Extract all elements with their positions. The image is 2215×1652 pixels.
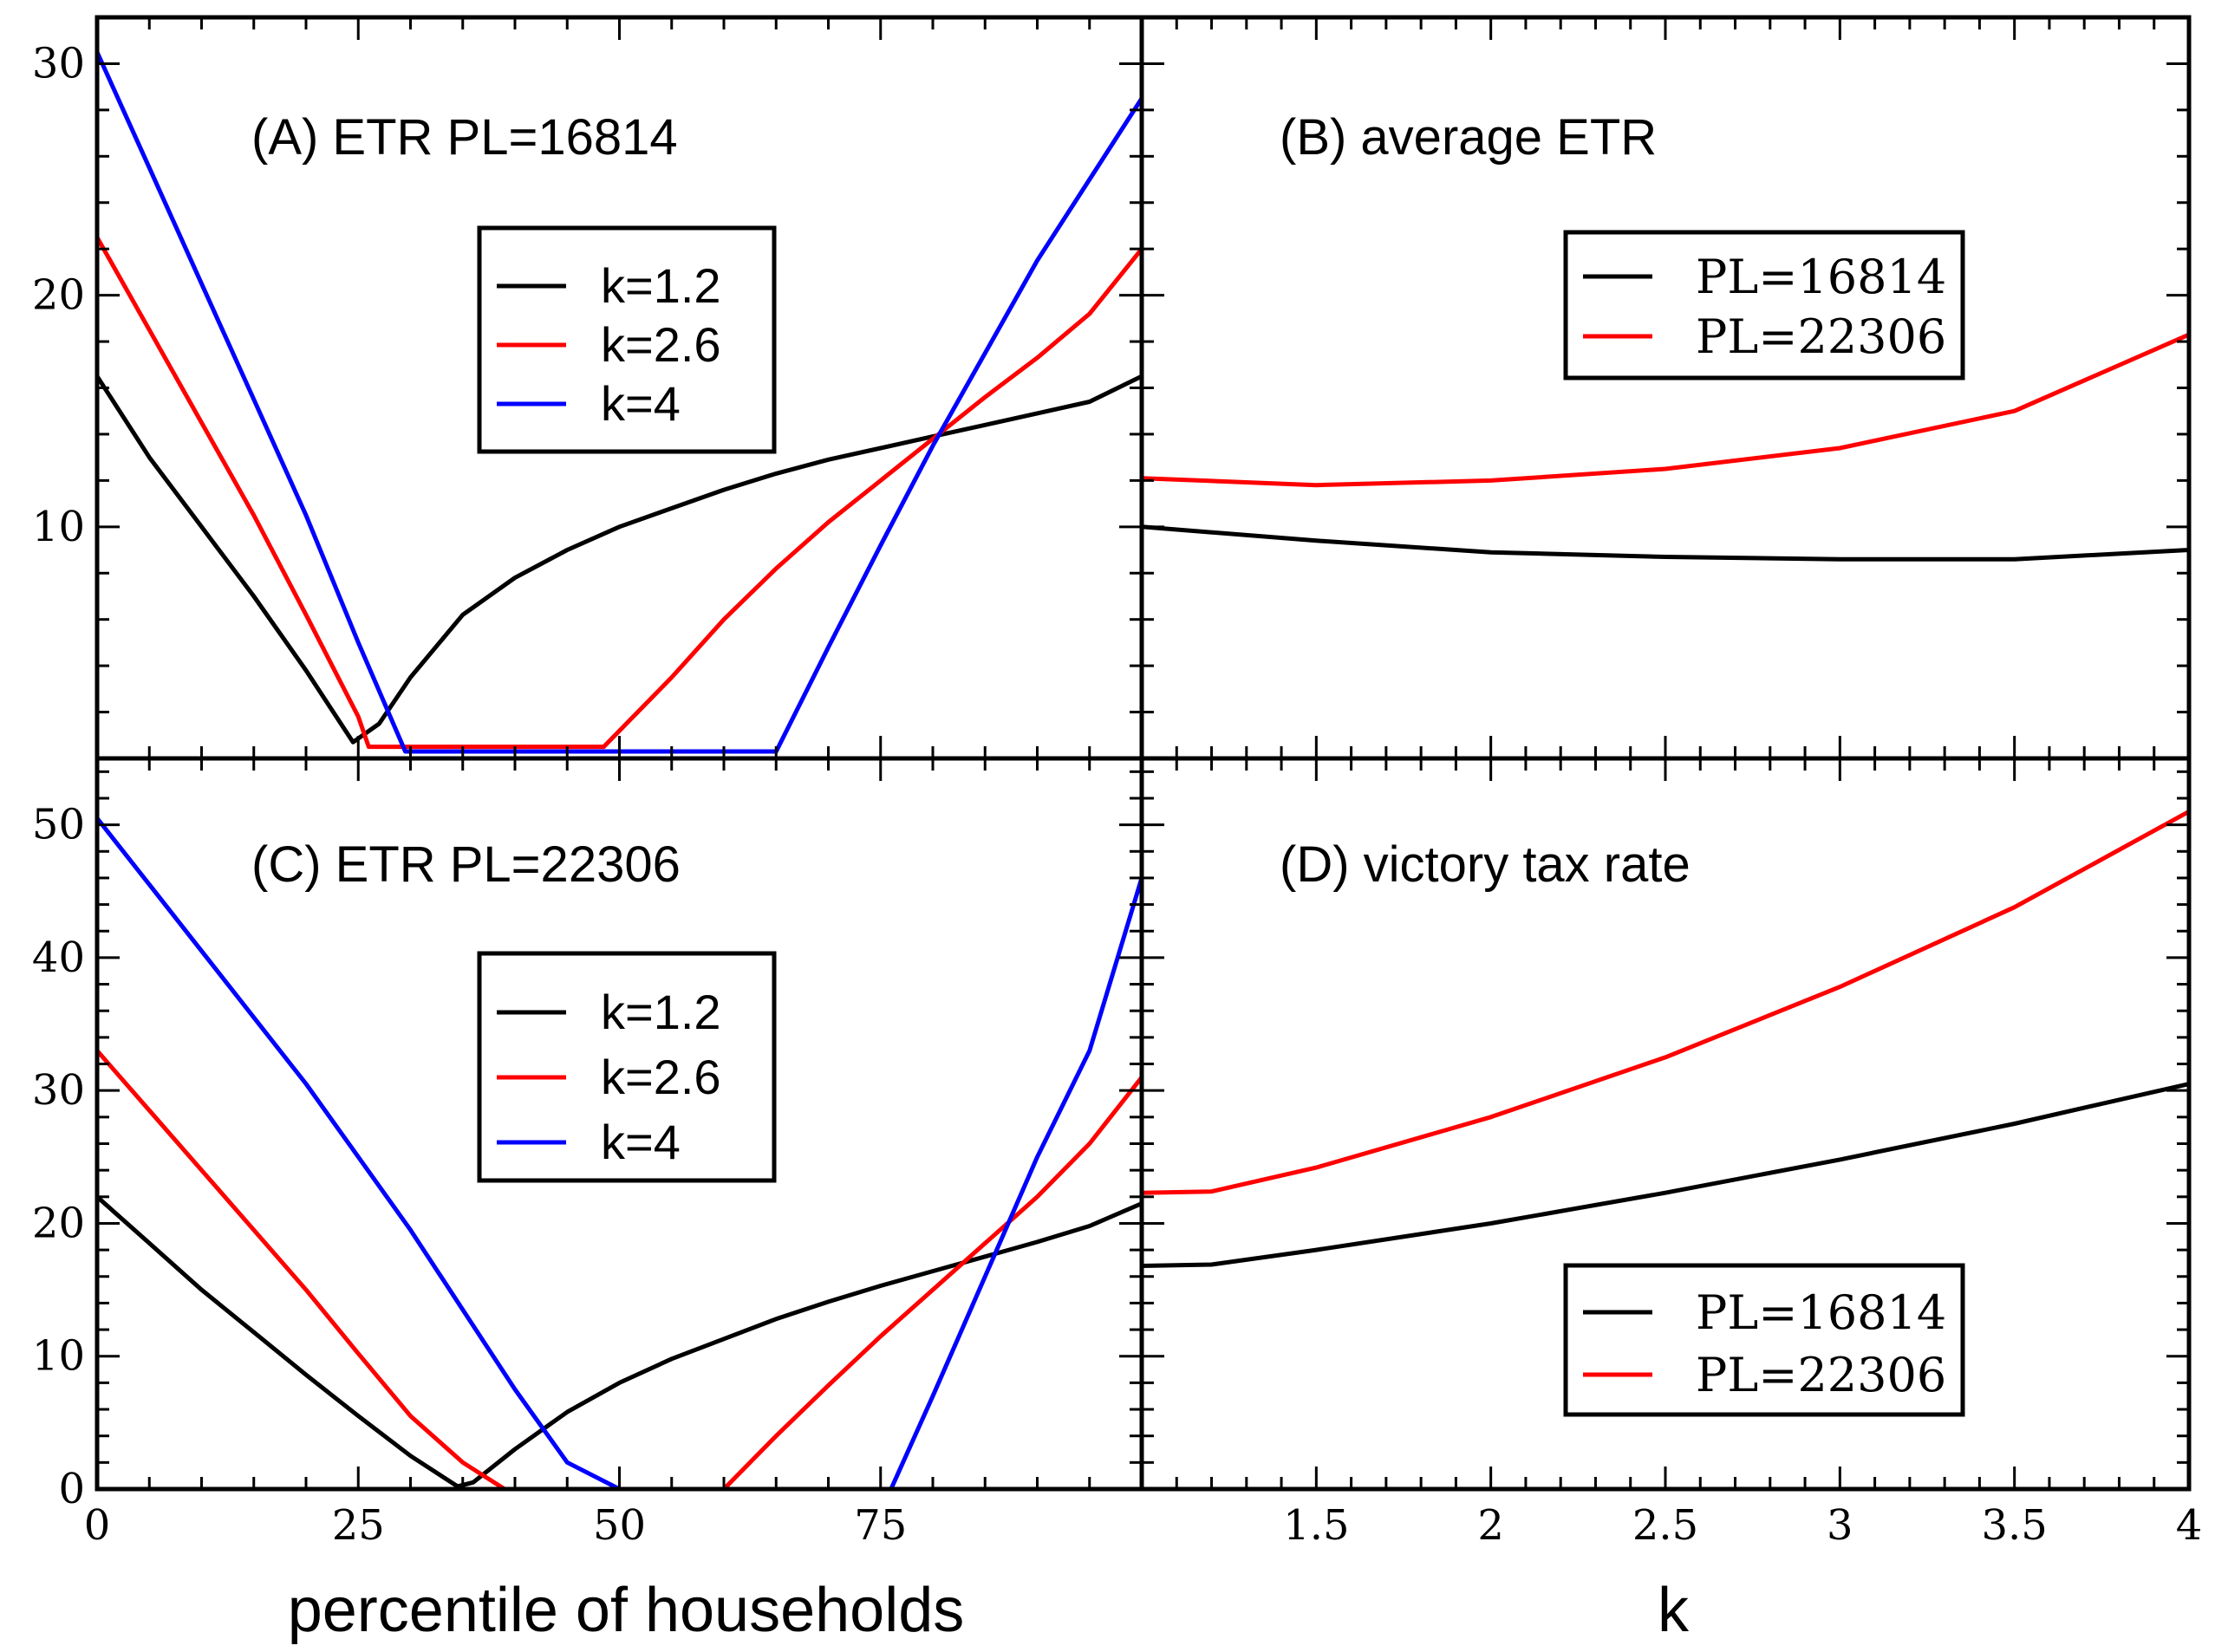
y-tick-label: 10 xyxy=(32,503,85,551)
series-line-b-1 xyxy=(1142,332,2189,488)
legend-label: k=1.2 xyxy=(601,985,721,1039)
x-tick-label: 2.5 xyxy=(1632,1501,1698,1550)
series-line-b-0 xyxy=(1142,524,2189,562)
series-line-a-1 xyxy=(97,235,1142,750)
x-tick-label: 75 xyxy=(854,1501,907,1550)
x-tick-label: 2 xyxy=(1477,1501,1504,1550)
x-axis-label-percentile: percentile of households xyxy=(288,1576,965,1645)
panel-title: (A) ETR PL=16814 xyxy=(251,109,678,166)
panel-d: 1.5 2 2.5 3 3.5 4 (D) victory tax rate PL=16814… xyxy=(1139,756,2203,1550)
legend-label: PL=22306 xyxy=(1696,309,1946,364)
y-tick-label: 0 xyxy=(58,1465,85,1513)
legend: k=1.2 k=2.6 k=4 xyxy=(477,951,777,1183)
series-line-d-0 xyxy=(1142,1082,2189,1268)
legend-label: k=4 xyxy=(601,1115,681,1169)
legend-label: k=1.2 xyxy=(601,258,721,313)
x-tick-label: 50 xyxy=(593,1501,646,1550)
legend-label: k=4 xyxy=(601,376,681,431)
x-tick-label: 1.5 xyxy=(1283,1501,1349,1550)
legend-label: PL=22306 xyxy=(1696,1348,1946,1402)
legend-box xyxy=(1563,1263,1965,1417)
x-tick-label: 0 xyxy=(84,1501,111,1550)
legend: PL=16814 PL=22306 xyxy=(1563,1263,1965,1417)
series-line-c-1 xyxy=(97,1048,1142,1489)
y-tick-label: 20 xyxy=(32,1199,85,1247)
y-tick-label: 10 xyxy=(32,1332,85,1381)
legend: k=1.2k=2.6k=4 xyxy=(477,225,777,454)
legend-label: PL=16814 xyxy=(1696,1285,1946,1340)
panel-title: (C) ETR PL=22306 xyxy=(251,836,681,893)
y-tick-label: 20 xyxy=(32,271,85,320)
x-tick-label: 3.5 xyxy=(1981,1501,2047,1550)
series-line-d-1 xyxy=(1142,809,2189,1195)
legend-label: k=2.6 xyxy=(601,1050,721,1104)
panel-title: (D) victory tax rate xyxy=(1280,836,1691,893)
x-tick-label: 4 xyxy=(2176,1501,2203,1550)
x-tick-label: 3 xyxy=(1827,1501,1853,1550)
legend-box xyxy=(1563,230,1965,380)
series-line-c-2 xyxy=(97,816,1142,1489)
y-tick-label: 50 xyxy=(32,801,85,849)
panel-a: 10 20 30 (A) ETR PL=16814 k=1.2k=2.6k=4 xyxy=(32,15,1144,761)
series-line-a-0 xyxy=(97,374,1142,745)
legend-label: PL=16814 xyxy=(1696,250,1946,304)
y-tick-label: 30 xyxy=(32,39,85,88)
legend-label: k=2.6 xyxy=(601,317,721,372)
panel-title: (B) average ETR xyxy=(1280,109,1657,166)
x-axis-label-k: k xyxy=(1658,1576,1690,1645)
y-tick-label: 30 xyxy=(32,1066,85,1115)
legend-box xyxy=(477,225,777,454)
y-tick-label: 40 xyxy=(32,933,85,982)
x-tick-label: 25 xyxy=(332,1501,385,1550)
series-line-c-0 xyxy=(97,1194,1142,1489)
